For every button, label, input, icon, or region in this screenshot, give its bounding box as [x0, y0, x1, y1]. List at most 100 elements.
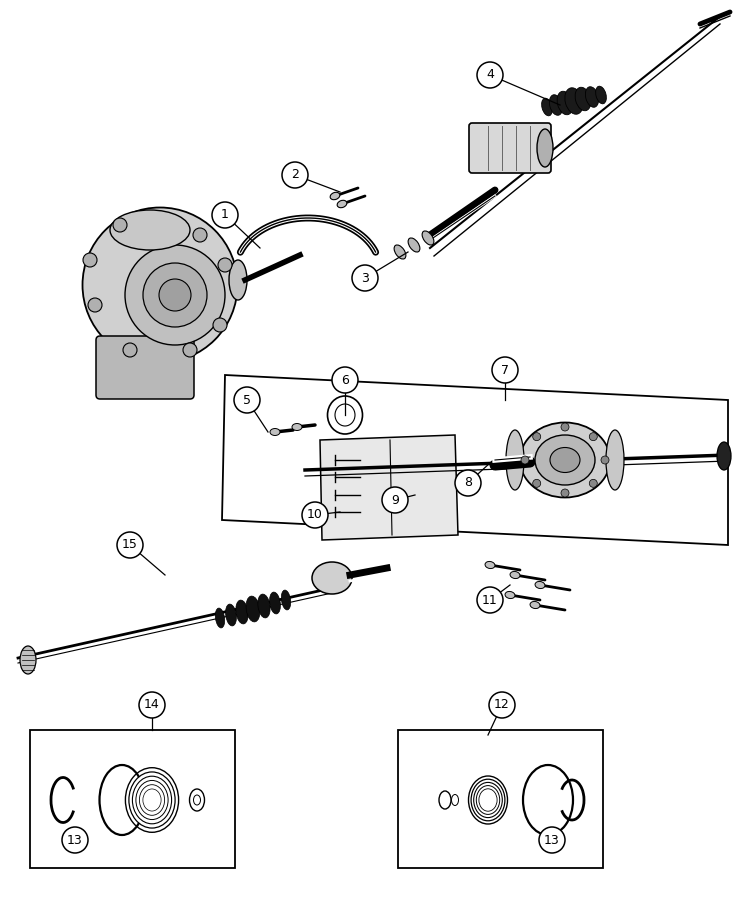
Ellipse shape: [717, 442, 731, 470]
Ellipse shape: [394, 245, 406, 259]
Circle shape: [477, 62, 503, 88]
Ellipse shape: [473, 782, 502, 817]
Ellipse shape: [143, 789, 161, 811]
Ellipse shape: [270, 428, 280, 436]
Circle shape: [113, 218, 127, 232]
Circle shape: [282, 162, 308, 188]
Text: 2: 2: [291, 168, 299, 182]
Circle shape: [489, 692, 515, 718]
Ellipse shape: [190, 789, 205, 811]
Circle shape: [183, 343, 197, 357]
FancyBboxPatch shape: [96, 336, 194, 399]
Text: 13: 13: [67, 833, 83, 847]
Ellipse shape: [193, 795, 201, 805]
Ellipse shape: [133, 776, 172, 824]
Circle shape: [213, 318, 227, 332]
Text: 9: 9: [391, 493, 399, 507]
Ellipse shape: [246, 596, 260, 622]
Text: 8: 8: [464, 476, 472, 490]
Ellipse shape: [505, 591, 515, 599]
Circle shape: [123, 343, 137, 357]
Text: 7: 7: [501, 364, 509, 376]
Polygon shape: [320, 435, 458, 540]
Ellipse shape: [520, 422, 610, 498]
Ellipse shape: [229, 260, 247, 300]
Ellipse shape: [557, 91, 573, 115]
Text: 6: 6: [341, 374, 349, 386]
Circle shape: [117, 532, 143, 558]
Ellipse shape: [225, 604, 236, 626]
Circle shape: [302, 502, 328, 528]
Text: 15: 15: [122, 538, 138, 552]
Text: 12: 12: [494, 698, 510, 712]
Circle shape: [332, 367, 358, 393]
Bar: [398, 730, 603, 868]
Circle shape: [352, 265, 378, 291]
Circle shape: [139, 692, 165, 718]
Ellipse shape: [439, 791, 451, 809]
Circle shape: [62, 827, 88, 853]
Ellipse shape: [585, 86, 599, 107]
Ellipse shape: [335, 404, 355, 426]
Ellipse shape: [125, 768, 179, 832]
Ellipse shape: [451, 795, 459, 806]
Circle shape: [561, 489, 569, 497]
Circle shape: [159, 279, 191, 311]
Ellipse shape: [596, 86, 606, 104]
Ellipse shape: [468, 776, 508, 824]
Ellipse shape: [136, 780, 168, 820]
Ellipse shape: [606, 430, 624, 490]
Circle shape: [234, 387, 260, 413]
Ellipse shape: [476, 786, 499, 815]
Ellipse shape: [530, 601, 540, 608]
Circle shape: [83, 253, 97, 267]
Circle shape: [212, 202, 238, 228]
Circle shape: [125, 245, 225, 345]
Ellipse shape: [537, 129, 553, 167]
Ellipse shape: [575, 87, 591, 111]
Ellipse shape: [549, 94, 562, 115]
Circle shape: [492, 357, 518, 383]
Ellipse shape: [216, 608, 225, 628]
Ellipse shape: [330, 193, 340, 200]
Circle shape: [88, 298, 102, 312]
Ellipse shape: [510, 572, 520, 579]
Polygon shape: [222, 375, 728, 545]
Ellipse shape: [129, 772, 175, 828]
Circle shape: [218, 258, 232, 272]
Circle shape: [601, 456, 609, 464]
Ellipse shape: [292, 424, 302, 430]
Ellipse shape: [542, 98, 552, 116]
Circle shape: [533, 480, 541, 487]
Ellipse shape: [236, 600, 248, 624]
Circle shape: [521, 456, 529, 464]
Ellipse shape: [479, 788, 497, 811]
Ellipse shape: [328, 396, 362, 434]
Ellipse shape: [535, 581, 545, 589]
Text: 5: 5: [243, 393, 251, 407]
Circle shape: [561, 423, 569, 431]
Text: 3: 3: [361, 272, 369, 284]
Ellipse shape: [422, 231, 434, 245]
Ellipse shape: [550, 447, 580, 473]
Ellipse shape: [312, 562, 352, 594]
Ellipse shape: [82, 208, 238, 363]
Circle shape: [382, 487, 408, 513]
Ellipse shape: [139, 785, 165, 815]
Ellipse shape: [282, 590, 290, 610]
Ellipse shape: [258, 594, 270, 618]
Ellipse shape: [485, 562, 495, 569]
FancyBboxPatch shape: [469, 123, 551, 173]
Ellipse shape: [471, 779, 505, 821]
Circle shape: [589, 433, 597, 441]
Text: 1: 1: [221, 209, 229, 221]
Circle shape: [477, 587, 503, 613]
Circle shape: [193, 228, 207, 242]
Bar: [30, 730, 235, 868]
Text: 11: 11: [482, 593, 498, 607]
Ellipse shape: [535, 435, 595, 485]
Circle shape: [143, 263, 207, 327]
Ellipse shape: [506, 430, 524, 490]
Ellipse shape: [270, 592, 280, 614]
Text: 4: 4: [486, 68, 494, 82]
